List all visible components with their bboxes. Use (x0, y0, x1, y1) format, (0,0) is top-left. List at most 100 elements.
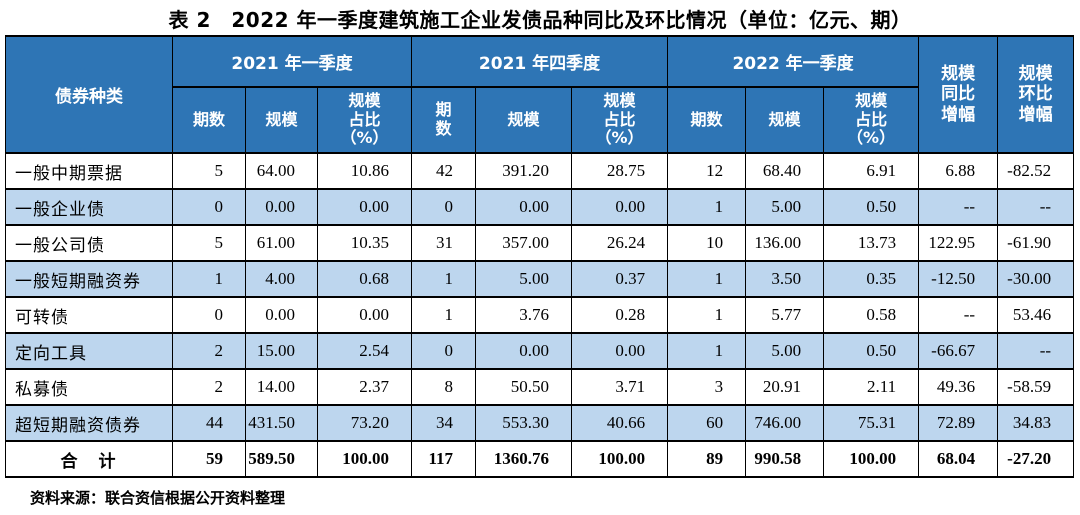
table-cell: 31 (411, 224, 477, 262)
table-cell: 100.00 (823, 440, 920, 478)
table-cell: 12 (667, 152, 747, 190)
table-cell: 49.36 (918, 368, 999, 406)
table-cell: 136.00 (745, 224, 825, 262)
table-cell: 1 (667, 260, 747, 298)
header-group-2021q4: 2021 年四季度 (411, 35, 669, 88)
table-cell: 1 (411, 296, 477, 334)
table-cell: 10.86 (316, 152, 413, 190)
table-cell: 6.91 (823, 152, 920, 190)
table-cell: 0 (172, 188, 246, 226)
table-cell: 61.00 (245, 224, 318, 262)
table-cell: 10 (667, 224, 747, 262)
header-sub-row: 期数 规模 规模 占比 （%） 期 数 规模 规模 占比 （%） 期数 规模 规… (6, 86, 1074, 154)
header-q1-count: 期数 (172, 86, 246, 154)
table-cell: 4.00 (245, 260, 318, 298)
table-cell: 26.24 (571, 224, 669, 262)
table-cell: 0.50 (823, 188, 920, 226)
table-cell: 0 (411, 188, 477, 226)
table-cell: 5.00 (745, 188, 825, 226)
table-cell: 990.58 (745, 440, 825, 478)
table-row: 可转债 0 0.00 0.00 1 3.76 0.28 1 5.77 0.58 … (5, 296, 1075, 334)
bond-issuance-table: 债券种类 2021 年一季度 2021 年四季度 2022 年一季度 规模 同比… (5, 35, 1075, 478)
header-group-2022q1: 2022 年一季度 (667, 35, 920, 88)
table-cell: 2.37 (316, 368, 413, 406)
table-cell: 2 (172, 332, 246, 370)
row-label: 一般公司债 (5, 224, 173, 262)
table-cell: -27.20 (997, 440, 1075, 478)
table-cell: 64.00 (245, 152, 318, 190)
table-cell: 15.00 (245, 332, 318, 370)
table-cell: 72.89 (918, 404, 999, 442)
row-label: 一般中期票据 (5, 152, 173, 190)
table-cell: -61.90 (997, 224, 1075, 262)
table-cell: 68.04 (918, 440, 999, 478)
total-row: 合 计 59 589.50 100.00 117 1360.76 100.00 … (5, 440, 1075, 478)
table-cell: 391.20 (475, 152, 573, 190)
table-cell: 0.00 (475, 332, 573, 370)
table-cell: 5 (172, 224, 246, 262)
table-cell: 3.76 (475, 296, 573, 334)
table-cell: 44 (172, 404, 246, 442)
table-row: 超短期融资债券 44 431.50 73.20 34 553.30 40.66 … (5, 404, 1075, 442)
table-cell: 5.00 (745, 332, 825, 370)
header-2022q1-count: 期数 (667, 86, 747, 154)
table-cell: 0.58 (823, 296, 920, 334)
table-cell: 75.31 (823, 404, 920, 442)
table-cell: 431.50 (245, 404, 318, 442)
table-cell: 73.20 (316, 404, 413, 442)
table-cell: -66.67 (918, 332, 999, 370)
table-cell: 34 (411, 404, 477, 442)
table-cell: 20.91 (745, 368, 825, 406)
table-row: 定向工具 2 15.00 2.54 0 0.00 0.00 1 5.00 0.5… (5, 332, 1075, 370)
table-cell: 2.11 (823, 368, 920, 406)
table-cell: 553.30 (475, 404, 573, 442)
table-cell: 6.88 (918, 152, 999, 190)
table-cell: 53.46 (997, 296, 1075, 334)
table-cell: 8 (411, 368, 477, 406)
table-cell: 10.35 (316, 224, 413, 262)
table-cell: 1 (667, 296, 747, 334)
table-cell: 59 (172, 440, 246, 478)
table-cell: 589.50 (245, 440, 318, 478)
table-cell: 0.00 (245, 188, 318, 226)
table-cell: 89 (667, 440, 747, 478)
table-cell: 746.00 (745, 404, 825, 442)
table-cell: 5.77 (745, 296, 825, 334)
table-row: 一般企业债 0 0.00 0.00 0 0.00 0.00 1 5.00 0.5… (5, 188, 1075, 226)
table-header: 债券种类 2021 年一季度 2021 年四季度 2022 年一季度 规模 同比… (5, 35, 1075, 154)
row-label: 定向工具 (5, 332, 173, 370)
header-q1-share: 规模 占比 （%） (316, 86, 413, 154)
row-label: 私募债 (5, 368, 173, 406)
table-cell: 0.50 (823, 332, 920, 370)
table-cell: -- (997, 332, 1075, 370)
header-2022q1-scale: 规模 (745, 86, 825, 154)
table-row: 私募债 2 14.00 2.37 8 50.50 3.71 3 20.91 2.… (5, 368, 1075, 406)
table-cell: 0.00 (316, 188, 413, 226)
table-cell: 5 (172, 152, 246, 190)
table-cell: 0.68 (316, 260, 413, 298)
header-q4-scale: 规模 (475, 86, 573, 154)
table-cell: 2.54 (316, 332, 413, 370)
table-cell: -12.50 (918, 260, 999, 298)
table-cell: 50.50 (475, 368, 573, 406)
table-row: 一般公司债 5 61.00 10.35 31 357.00 26.24 10 1… (5, 224, 1075, 262)
table-cell: 0.28 (571, 296, 669, 334)
table-cell: -58.59 (997, 368, 1075, 406)
header-group-row: 债券种类 2021 年一季度 2021 年四季度 2022 年一季度 规模 同比… (5, 35, 1075, 154)
header-qoq-change: 规模 环比 增幅 (997, 35, 1075, 154)
table-cell: 2 (172, 368, 246, 406)
table-cell: 0 (411, 332, 477, 370)
table-cell: 0.37 (571, 260, 669, 298)
row-label: 一般企业债 (5, 188, 173, 226)
table-cell: 100.00 (316, 440, 413, 478)
table-cell: 100.00 (571, 440, 669, 478)
table-cell: 14.00 (245, 368, 318, 406)
table-cell: -82.52 (997, 152, 1075, 190)
header-q4-share: 规模 占比 （%） (571, 86, 669, 154)
header-yoy-change: 规模 同比 增幅 (918, 35, 999, 154)
table-cell: 13.73 (823, 224, 920, 262)
table-cell: 5.00 (475, 260, 573, 298)
table-cell: 0.00 (316, 296, 413, 334)
table-cell: -30.00 (997, 260, 1075, 298)
table-cell: -- (918, 188, 999, 226)
